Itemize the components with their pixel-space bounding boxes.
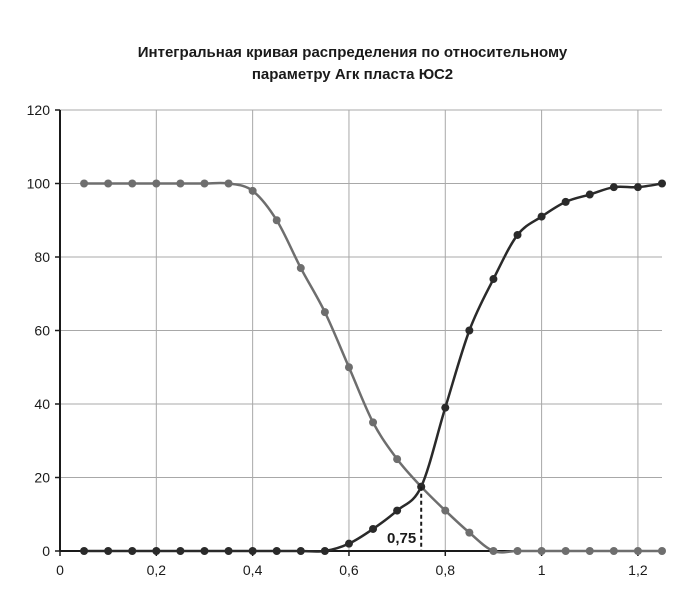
series-0-point-18 xyxy=(513,547,522,555)
series-1-point-10 xyxy=(320,547,329,555)
series-0-point-12 xyxy=(369,418,378,427)
chart-title: Интегральная кривая распределения по отн… xyxy=(70,42,635,86)
intersection-label: 0,75 xyxy=(387,530,416,547)
series-0-point-2 xyxy=(128,179,137,188)
series-0-point-22 xyxy=(609,547,618,555)
x-tick-label-0: 0 xyxy=(56,562,64,578)
series-1-point-19 xyxy=(537,212,546,221)
series-1-point-2 xyxy=(128,547,137,555)
series-0-point-23 xyxy=(633,547,642,555)
series-1-point-17 xyxy=(489,275,498,284)
series-0-point-4 xyxy=(176,179,185,188)
chart-title-line-2: параметру Агк пласта ЮС2 xyxy=(251,66,454,83)
series-0-point-8 xyxy=(272,216,281,225)
series-1-point-5 xyxy=(200,547,209,555)
series-0-point-10 xyxy=(320,308,329,317)
series-1-point-15 xyxy=(441,403,450,412)
y-tick-label-6: 120 xyxy=(27,102,51,118)
y-tick-label-4: 80 xyxy=(34,249,50,265)
series-1-point-18 xyxy=(513,230,522,239)
series-0-point-24 xyxy=(658,547,666,555)
series-1-point-9 xyxy=(296,547,305,555)
series-1-point-4 xyxy=(176,547,185,555)
y-tick-label-0: 0 xyxy=(42,543,50,559)
x-tick-label-4: 0,8 xyxy=(436,562,456,578)
series-0-point-20 xyxy=(561,547,570,555)
x-tick-label-1: 0,2 xyxy=(147,562,167,578)
y-tick-label-3: 60 xyxy=(34,323,50,339)
series-1-point-21 xyxy=(585,190,594,199)
series-1-point-23 xyxy=(633,183,642,192)
series-0-point-6 xyxy=(224,179,233,188)
series-1-point-7 xyxy=(248,547,257,555)
x-tick-label-6: 1,2 xyxy=(628,562,648,578)
series-0-point-1 xyxy=(104,179,113,188)
series-0-point-16 xyxy=(465,528,474,537)
x-tick-label-2: 0,4 xyxy=(243,562,263,578)
series-0-point-5 xyxy=(200,179,209,188)
series-1-point-3 xyxy=(152,547,161,555)
series-1-point-20 xyxy=(561,197,570,206)
y-tick-label-5: 100 xyxy=(27,176,51,192)
series-1-point-13 xyxy=(393,506,402,515)
series-0-point-7 xyxy=(248,186,257,195)
series-0-line xyxy=(84,181,662,554)
series-1-point-6 xyxy=(224,547,233,555)
series-0-point-0 xyxy=(80,179,89,188)
series-1-point-11 xyxy=(344,539,353,548)
series-1-point-8 xyxy=(272,547,281,555)
series-1-point-12 xyxy=(369,524,378,533)
y-tick-label-1: 20 xyxy=(34,470,50,486)
series-0-point-11 xyxy=(344,363,353,372)
chart-title-line-1: Интегральная кривая распределения по отн… xyxy=(137,44,568,61)
series-0-point-9 xyxy=(296,264,305,273)
series-0-point-21 xyxy=(585,547,594,555)
series-0-point-17 xyxy=(489,547,498,555)
series-0-point-15 xyxy=(441,506,450,515)
series-1-line xyxy=(84,182,663,553)
series-0-point-19 xyxy=(537,547,546,555)
series-0-point-13 xyxy=(393,455,402,464)
series-1-point-1 xyxy=(104,547,113,555)
x-tick-label-5: 1 xyxy=(538,562,546,578)
series-1-point-24 xyxy=(658,179,666,188)
series-0-point-3 xyxy=(152,179,161,188)
series-1-point-16 xyxy=(465,326,474,335)
series-1-point-22 xyxy=(609,183,618,192)
y-tick-label-2: 40 xyxy=(34,396,50,412)
x-tick-label-3: 0,6 xyxy=(339,562,359,578)
series-1-point-0 xyxy=(80,547,89,555)
